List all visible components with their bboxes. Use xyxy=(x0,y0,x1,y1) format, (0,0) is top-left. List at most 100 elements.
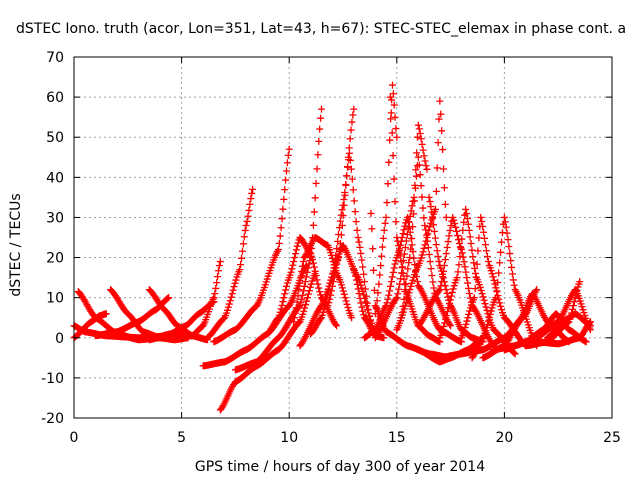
data-point xyxy=(383,299,391,307)
data-point xyxy=(392,125,400,133)
data-point xyxy=(337,281,345,289)
data-point xyxy=(461,263,469,271)
x-tick-label: 5 xyxy=(177,430,186,446)
data-point xyxy=(458,235,466,243)
data-point xyxy=(494,279,502,287)
data-point xyxy=(338,284,346,292)
data-point xyxy=(426,258,434,266)
data-point xyxy=(417,135,425,143)
data-point xyxy=(440,165,448,173)
data-point xyxy=(350,197,358,205)
data-point xyxy=(438,329,446,337)
data-point xyxy=(236,266,244,274)
data-point xyxy=(341,294,349,302)
data-point xyxy=(485,314,493,322)
data-point xyxy=(355,290,363,298)
data-point xyxy=(350,105,358,113)
y-tick-label: -10 xyxy=(41,371,64,387)
data-point xyxy=(349,111,357,119)
data-point xyxy=(425,193,433,201)
data-series xyxy=(533,318,594,348)
data-point xyxy=(463,210,471,218)
data-point xyxy=(440,267,448,275)
data-point xyxy=(443,308,451,316)
data-point xyxy=(500,213,508,221)
data-point xyxy=(486,310,494,318)
data-point xyxy=(301,278,309,286)
data-point xyxy=(315,284,323,292)
data-point xyxy=(374,289,382,297)
data-point xyxy=(371,302,379,310)
data-point xyxy=(351,208,359,216)
data-point xyxy=(402,299,410,307)
data-point xyxy=(405,259,413,267)
data-point xyxy=(298,267,306,275)
data-point xyxy=(406,254,414,262)
data-point xyxy=(387,278,395,286)
data-point xyxy=(366,313,374,321)
data-point xyxy=(337,231,345,239)
data-point xyxy=(393,294,401,302)
data-point xyxy=(399,308,407,316)
data-point xyxy=(401,288,409,296)
data-point xyxy=(427,203,435,211)
data-series xyxy=(70,310,110,342)
data-point xyxy=(316,288,324,296)
data-point xyxy=(300,287,308,295)
data-point xyxy=(370,286,378,294)
data-point xyxy=(460,327,468,335)
data-point xyxy=(359,287,367,295)
data-point xyxy=(290,257,298,265)
data-point xyxy=(375,280,383,288)
data-point xyxy=(359,263,367,271)
data-point xyxy=(380,334,388,342)
data-point xyxy=(340,290,348,298)
data-point xyxy=(467,304,475,312)
data-point xyxy=(488,304,496,312)
data-point xyxy=(309,259,317,267)
data-point xyxy=(387,115,395,123)
data-point xyxy=(354,234,362,241)
data-point xyxy=(474,247,482,255)
data-point xyxy=(440,184,448,192)
data-point xyxy=(399,230,407,238)
data-point xyxy=(428,271,436,279)
data-point xyxy=(413,149,421,157)
data-point xyxy=(351,269,359,277)
data-point xyxy=(398,269,406,277)
data-point xyxy=(385,291,393,299)
y-tick-label: 0 xyxy=(55,331,64,347)
data-point xyxy=(353,226,361,234)
data-point xyxy=(289,261,297,269)
data-point xyxy=(420,152,428,160)
data-series xyxy=(414,213,498,350)
data-point xyxy=(246,200,254,208)
data-point xyxy=(446,320,454,328)
data-point xyxy=(422,162,430,170)
data-point xyxy=(572,290,580,298)
data-point xyxy=(223,306,231,314)
data-point xyxy=(377,262,385,270)
data-point xyxy=(281,290,289,298)
data-point xyxy=(445,232,453,240)
data-point xyxy=(440,262,448,270)
data-point xyxy=(408,279,416,287)
data-point xyxy=(436,286,444,294)
data-point xyxy=(439,146,447,154)
data-point xyxy=(425,226,433,234)
data-series xyxy=(468,213,541,362)
data-point xyxy=(226,297,234,305)
data-point xyxy=(429,214,437,222)
data-point xyxy=(470,294,478,302)
data-point xyxy=(451,219,459,227)
data-point xyxy=(480,296,488,304)
y-tick-label: 60 xyxy=(46,90,64,106)
data-point xyxy=(394,237,402,245)
data-point xyxy=(338,221,346,229)
data-point xyxy=(280,294,288,302)
x-tick-label: 10 xyxy=(280,430,298,446)
data-point xyxy=(457,244,465,252)
y-tick-label: 20 xyxy=(46,251,64,267)
data-point xyxy=(370,266,378,274)
data-point xyxy=(419,248,427,256)
